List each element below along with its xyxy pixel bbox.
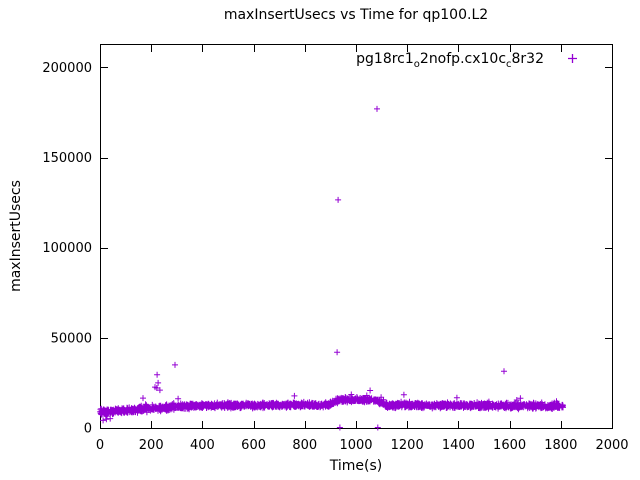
legend-series-label: pg18rc1o2nofp.cx10cc8r32 (356, 50, 544, 70)
chart-title: maxInsertUsecs vs Time for qp100.L2 (223, 7, 489, 23)
x-tick-label: 1600 (493, 438, 526, 453)
legend-label-part: 8r32 (511, 50, 544, 67)
legend-label-part: pg18rc1 (356, 50, 414, 67)
x-tick-label: 800 (292, 438, 317, 453)
x-tick-label: 0 (96, 438, 104, 453)
x-tick-label: 1800 (544, 438, 577, 453)
y-tick-label: 150000 (42, 151, 92, 166)
x-tick-label: 1000 (339, 438, 372, 453)
axis-ticks (100, 45, 613, 429)
plot-frame (100, 44, 613, 429)
scatter-points (97, 105, 566, 431)
legend-label-subscript: o (413, 58, 420, 70)
legend: pg18rc1o2nofp.cx10cc8r32 (100, 50, 580, 70)
legend-label-part: 2nofp.cx10c (419, 50, 507, 67)
y-tick-label: 100000 (42, 241, 92, 256)
x-tick-label: 200 (139, 438, 164, 453)
y-tick-label: 200000 (42, 61, 92, 76)
x-tick-label: 1400 (442, 438, 475, 453)
x-tick-label: 2000 (595, 438, 628, 453)
x-tick-label: 600 (241, 438, 266, 453)
plus-marker-icon (568, 54, 577, 63)
x-tick-label: 400 (190, 438, 215, 453)
legend-label-subscript: c (506, 58, 512, 70)
y-tick-label: 0 (84, 422, 92, 437)
x-axis-label: Time(s) (329, 458, 383, 474)
y-tick-label: 50000 (51, 331, 92, 346)
x-tick-label: 1200 (391, 438, 424, 453)
